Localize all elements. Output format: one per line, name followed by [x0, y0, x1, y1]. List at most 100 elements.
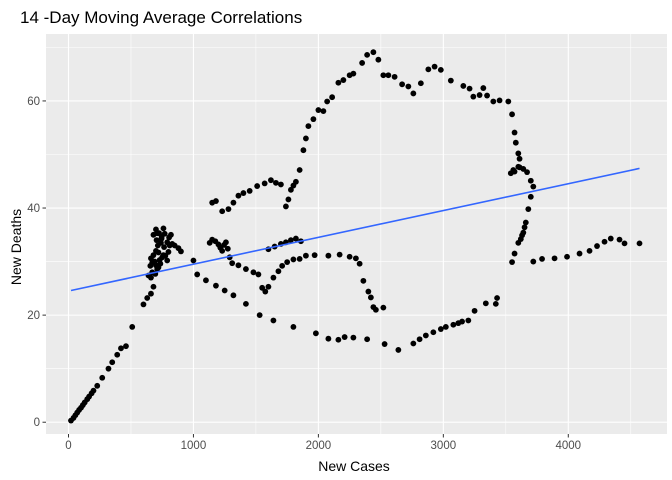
data-point [148, 290, 154, 297]
data-point [437, 66, 444, 73]
data-point [161, 230, 168, 237]
data-point [250, 269, 257, 276]
data-point [417, 80, 424, 87]
data-point [285, 196, 292, 203]
data-point [391, 73, 398, 80]
data-point [375, 56, 382, 63]
data-point [336, 251, 343, 258]
data-point [114, 351, 121, 358]
data-point [129, 324, 136, 330]
data-point [164, 257, 171, 264]
axis-ticks [42, 100, 569, 438]
data-point [430, 329, 437, 336]
data-point [140, 301, 147, 308]
data-point [265, 283, 272, 290]
data-point [150, 252, 157, 259]
data-point [148, 274, 154, 281]
data-point [160, 225, 167, 232]
y-tick-label: 0 [34, 417, 40, 429]
data-point [594, 243, 600, 249]
data-point [144, 295, 151, 301]
data-point [243, 266, 249, 272]
data-point [158, 239, 164, 246]
x-axis-title: New Cases [318, 458, 390, 474]
data-point [109, 359, 116, 366]
data-point [482, 300, 489, 307]
y-tick-label: 60 [27, 96, 40, 108]
data-point [509, 259, 515, 266]
data-point [496, 97, 503, 104]
data-point [365, 288, 372, 295]
data-point [194, 271, 201, 278]
trend-line [70, 167, 640, 292]
data-point [225, 206, 232, 213]
data-point [94, 382, 101, 389]
data-point [243, 300, 249, 307]
data-point [256, 312, 263, 319]
data-point [284, 259, 291, 266]
data-point [279, 262, 286, 269]
data-point [350, 334, 357, 341]
data-point [551, 255, 558, 262]
data-point [530, 183, 537, 190]
data-point [576, 250, 583, 257]
data-point [509, 111, 515, 118]
data-point [158, 235, 165, 242]
data-point [303, 135, 309, 142]
data-point [410, 340, 417, 347]
data-point [255, 271, 262, 278]
data-point [460, 83, 467, 89]
data-point [325, 252, 332, 259]
x-tick-label: 4000 [555, 440, 581, 452]
data-point [476, 92, 483, 98]
data-point [539, 256, 545, 262]
x-tick-label: 3000 [431, 440, 457, 452]
data-point [335, 336, 342, 343]
y-axis-title: New Deaths [8, 209, 24, 285]
data-point [246, 187, 253, 194]
data-point [364, 51, 371, 58]
data-point [607, 235, 614, 242]
data-point [324, 98, 331, 105]
data-point [311, 252, 318, 259]
data-point [315, 107, 322, 113]
data-point [150, 283, 157, 290]
data-point [422, 332, 429, 339]
data-point [380, 72, 387, 79]
data-point [340, 77, 347, 83]
data-point [360, 277, 367, 284]
data-point [229, 260, 236, 267]
x-tick-label: 1000 [181, 440, 207, 452]
data-point [270, 274, 277, 281]
x-tick-label: 0 [65, 440, 71, 452]
data-point [431, 63, 438, 70]
data-point [268, 177, 274, 184]
data-point [510, 167, 517, 173]
data-point [275, 268, 282, 275]
data-point [262, 288, 269, 295]
data-point [296, 167, 303, 173]
data-point [235, 192, 242, 199]
data-point [155, 249, 162, 256]
data-point [511, 250, 518, 257]
data-point [484, 92, 490, 99]
data-point [530, 258, 537, 265]
data-point [288, 237, 294, 244]
data-points [68, 49, 643, 424]
data-point [346, 253, 353, 260]
data-point [511, 129, 518, 136]
data-point [470, 93, 477, 100]
data-point [161, 244, 167, 251]
data-point [273, 179, 279, 186]
data-point [367, 294, 374, 301]
data-point [153, 237, 160, 244]
data-point [505, 98, 512, 105]
data-point [525, 206, 532, 213]
data-point [160, 252, 167, 259]
major-gridlines [46, 34, 667, 434]
data-point [437, 326, 444, 332]
data-point [471, 307, 478, 314]
y-axis-tick-labels: 0 20 40 60 [27, 96, 40, 429]
data-point [283, 203, 289, 210]
data-point [521, 224, 528, 231]
